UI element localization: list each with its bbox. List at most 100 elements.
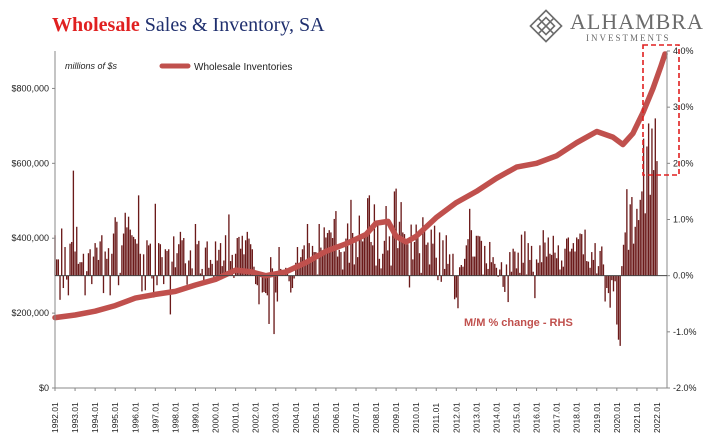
mm-bar: [290, 275, 292, 293]
mm-bar: [166, 250, 168, 276]
mm-bar: [353, 264, 355, 276]
mm-bar: [79, 262, 81, 276]
x-tick-label: 1997.01: [150, 402, 160, 433]
mm-bar: [198, 240, 200, 276]
mm-bar: [517, 252, 519, 276]
mm-bar: [547, 237, 549, 276]
mm-bar: [223, 260, 225, 276]
annotation-label: M/M % change - RHS: [464, 317, 573, 329]
mm-bar: [512, 248, 514, 276]
mm-bar: [637, 220, 640, 276]
mm-bar: [631, 197, 633, 276]
x-tick-label: 2008.01: [371, 402, 381, 433]
mm-bar: [425, 244, 427, 276]
x-tick-label: 2014.01: [491, 402, 501, 433]
mm-bar: [112, 233, 115, 276]
mm-bar: [137, 195, 140, 276]
mm-bar: [554, 252, 556, 276]
mm-bar: [527, 243, 529, 276]
mm-bar: [139, 253, 141, 276]
mm-bar: [119, 272, 121, 276]
mm-bar: [392, 225, 394, 276]
mm-bar: [420, 272, 422, 276]
mm-bar: [320, 247, 322, 276]
mm-bar: [96, 247, 98, 276]
mm-bar: [146, 240, 148, 276]
mm-bar: [246, 231, 248, 276]
mm-bar: [545, 256, 548, 276]
x-tick-label: 2010.01: [411, 402, 421, 433]
mm-bar: [599, 250, 601, 276]
mm-bar: [152, 275, 155, 298]
mm-bar: [234, 253, 237, 276]
mm-bar: [540, 262, 543, 276]
inventory-line-group: [52, 51, 668, 321]
mm-bar: [156, 275, 158, 286]
chart-axes: [54, 51, 668, 389]
mm-bar: [634, 226, 636, 276]
x-tick-label: 2013.01: [471, 402, 481, 433]
mm-bar: [642, 138, 645, 276]
mm-bar: [500, 262, 503, 276]
mm-bar: [122, 233, 125, 276]
mm-bar: [616, 275, 618, 325]
mm-bar: [437, 275, 439, 281]
mm-bar: [423, 227, 426, 276]
mm-bar: [263, 275, 265, 292]
mm-bar: [397, 248, 399, 276]
mm-bar: [604, 275, 606, 302]
mm-bar: [56, 259, 58, 276]
mm-bar: [336, 256, 339, 276]
mm-bar: [131, 235, 133, 276]
mm-bar: [218, 249, 220, 276]
mm-bar: [544, 242, 546, 276]
mm-bar: [208, 267, 210, 276]
mm-bar: [654, 118, 656, 276]
mm-bar: [387, 250, 389, 276]
mm-bar: [270, 257, 272, 276]
mm-bar: [559, 269, 561, 276]
mm-bar: [522, 262, 524, 276]
mm-bar: [293, 275, 295, 279]
mm-bar: [619, 275, 621, 346]
mm-bar: [442, 240, 444, 276]
mm-bar: [380, 268, 382, 276]
right-tick-label: 1.0%: [673, 215, 694, 225]
mm-bar: [179, 231, 182, 276]
mm-bar: [117, 275, 120, 286]
mm-bar: [370, 241, 372, 276]
mm-bar: [331, 238, 334, 276]
inventory-line: [52, 51, 668, 321]
mm-bar: [77, 263, 80, 276]
mm-bar: [505, 264, 508, 276]
mm-bar: [474, 256, 476, 276]
x-tick-label: 2000.01: [211, 402, 221, 433]
mm-bar: [196, 244, 198, 276]
mm-bar: [169, 275, 172, 315]
mm-bar: [266, 275, 269, 296]
mm-bar: [427, 242, 429, 276]
mm-bar: [164, 249, 167, 276]
left-tick-label: $200,000: [11, 308, 49, 318]
mm-bar: [407, 244, 409, 276]
x-tick-label: 2020.01: [612, 402, 622, 433]
right-tick-label: 4.0%: [673, 46, 694, 56]
mm-bar: [351, 232, 354, 276]
mm-bar: [464, 258, 466, 276]
mm-bar: [69, 243, 71, 276]
mm-bar: [64, 247, 66, 276]
mm-bar: [251, 249, 253, 276]
mm-bar: [412, 259, 414, 276]
mm-bar: [276, 275, 279, 302]
left-tick-label: $0: [39, 383, 49, 393]
mm-bar: [99, 241, 101, 276]
mm-bar: [649, 194, 651, 276]
mm-bar: [452, 253, 454, 276]
mm-bar: [636, 208, 638, 276]
mm-bar: [91, 275, 93, 285]
mm-bar: [214, 241, 217, 276]
mm-bar: [641, 191, 643, 276]
right-tick-label: 3.0%: [673, 102, 694, 112]
mm-bar: [589, 267, 591, 276]
